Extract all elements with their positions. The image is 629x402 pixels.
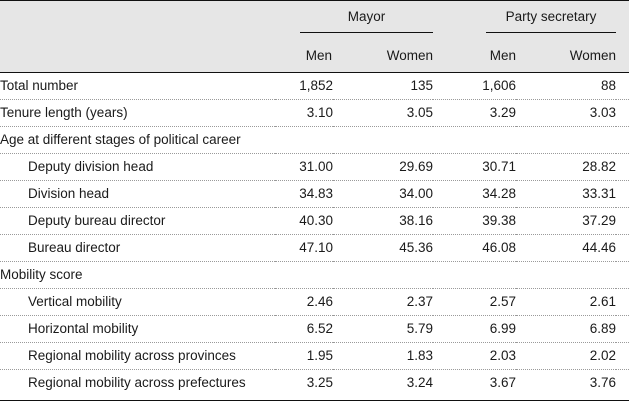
row-label: Horizontal mobility	[0, 315, 275, 343]
party-secretary-men-value: 3.67	[489, 375, 516, 390]
party-secretary-women-value: 44.46	[516, 234, 616, 262]
party-secretary-men-value: 1,606	[433, 73, 516, 100]
row-end	[616, 180, 629, 208]
subheader-party-secretary-women: Women	[569, 48, 616, 63]
party-secretary-women-value: 6.89	[516, 315, 616, 343]
mayor-women-value: 29.69	[333, 153, 433, 181]
party-secretary-men-value: 39.38	[433, 207, 516, 235]
table-row: Mobility score	[0, 261, 629, 289]
row-label: Age at different stages of political car…	[0, 126, 275, 154]
group-underline-mayor	[300, 32, 433, 33]
table-row: Deputy division head 31.00 29.69 30.71 28.82	[0, 153, 629, 181]
party-secretary-men-value: 46.08	[433, 234, 516, 262]
mayor-women-value	[333, 126, 433, 154]
row-label: Total number	[0, 73, 275, 100]
mayor-women-value: 135	[333, 73, 433, 100]
row-label: Tenure length (years)	[0, 99, 275, 127]
row-end	[616, 207, 629, 235]
row-end	[616, 153, 629, 181]
table-row: Regional mobility across provinces 1.95 1.…	[0, 342, 629, 370]
table-row: Division head 34.83 34.00 34.28 33.31	[0, 180, 629, 208]
party-secretary-men-value: 2.57	[433, 288, 516, 316]
subheader-mayor-men: Men	[305, 48, 332, 63]
party-secretary-men-value: 2.03	[433, 342, 516, 370]
table-row: Tenure length (years) 3.10 3.05 3.29 3.03	[0, 99, 629, 127]
row-label: Deputy bureau director	[0, 207, 275, 235]
mayor-men-value	[275, 126, 333, 154]
party-secretary-men-value: 6.99	[433, 315, 516, 343]
group-header-party-secretary: Party secretary	[505, 9, 597, 24]
mayor-men-value: 6.52	[275, 315, 333, 343]
party-secretary-men-value: 30.71	[433, 153, 516, 181]
mayor-men-value: 1.95	[275, 342, 333, 370]
row-end	[616, 342, 629, 370]
mayor-men-value: 2.46	[275, 288, 333, 316]
party-secretary-women-value	[516, 261, 616, 289]
mayor-men-value: 31.00	[275, 153, 333, 181]
mayor-women-value: 3.24	[406, 375, 433, 390]
party-secretary-women-value	[516, 126, 616, 154]
subheader-party-secretary-men: Men	[489, 48, 516, 63]
mayor-men-value: 40.30	[275, 207, 333, 235]
party-secretary-women-value: 33.31	[516, 180, 616, 208]
party-secretary-men-value	[433, 261, 516, 289]
mayor-women-value: 34.00	[333, 180, 433, 208]
party-secretary-men-value: 34.28	[433, 180, 516, 208]
table-row: Bureau director 47.10 45.36 46.08 44.46	[0, 234, 629, 262]
table-row: Horizontal mobility 6.52 5.79 6.99 6.89	[0, 315, 629, 343]
group-header-mayor: Mayor	[347, 9, 386, 24]
subheader-mayor-women: Women	[386, 48, 433, 63]
mayor-women-value: 1.83	[333, 342, 433, 370]
row-label: Mobility score	[0, 261, 275, 289]
mayor-women-value: 2.37	[333, 288, 433, 316]
group-underline-party-secretary	[486, 32, 616, 33]
mayor-men-value: 34.83	[275, 180, 333, 208]
row-end	[616, 234, 629, 262]
party-secretary-women-value: 3.76	[589, 375, 616, 390]
mayor-women-value	[333, 261, 433, 289]
row-end	[616, 315, 629, 343]
row-label: Vertical mobility	[0, 288, 275, 316]
row-end	[616, 73, 629, 100]
top-rule	[0, 0, 629, 1]
mayor-men-value: 47.10	[275, 234, 333, 262]
row-end	[616, 261, 629, 289]
row-label: Division head	[0, 180, 275, 208]
mayor-women-value: 38.16	[333, 207, 433, 235]
party-secretary-women-value: 28.82	[516, 153, 616, 181]
table-body: Total number 1,852 135 1,606 88 Tenure length…	[0, 73, 629, 396]
table-header	[0, 0, 629, 72]
party-secretary-women-value: 2.61	[516, 288, 616, 316]
party-secretary-women-value: 3.03	[516, 99, 616, 127]
party-secretary-men-value: 3.29	[433, 99, 516, 127]
table-row: Vertical mobility 2.46 2.37 2.57 2.61	[0, 288, 629, 316]
row-label: Regional mobility across provinces	[0, 342, 275, 370]
row-end	[616, 99, 629, 127]
table-row: Regional mobility across prefectures 3.25…	[0, 370, 629, 397]
row-label: Bureau director	[0, 234, 275, 262]
row-end	[616, 370, 629, 397]
mayor-women-value: 45.36	[333, 234, 433, 262]
mayor-women-value: 3.05	[333, 99, 433, 127]
row-end	[616, 126, 629, 154]
party-secretary-men-value	[433, 126, 516, 154]
party-secretary-women-value: 37.29	[516, 207, 616, 235]
mayor-women-value: 5.79	[333, 315, 433, 343]
row-end	[616, 288, 629, 316]
header-rule	[0, 72, 629, 73]
mayor-men-value: 3.10	[275, 99, 333, 127]
mayor-men-value	[275, 261, 333, 289]
mayor-men-value: 3.25	[306, 375, 333, 390]
table-row: Total number 1,852 135 1,606 88	[0, 73, 629, 100]
table-row: Deputy bureau director 40.30 38.16 39.38 37.…	[0, 207, 629, 235]
bottom-rule	[0, 400, 629, 401]
party-secretary-women-value: 2.02	[516, 342, 616, 370]
row-label: Deputy division head	[0, 153, 275, 181]
table-row: Age at different stages of political car…	[0, 126, 629, 154]
row-label: Regional mobility across prefectures	[28, 375, 246, 390]
party-secretary-women-value: 88	[516, 73, 616, 100]
mayor-men-value: 1,852	[275, 73, 333, 100]
